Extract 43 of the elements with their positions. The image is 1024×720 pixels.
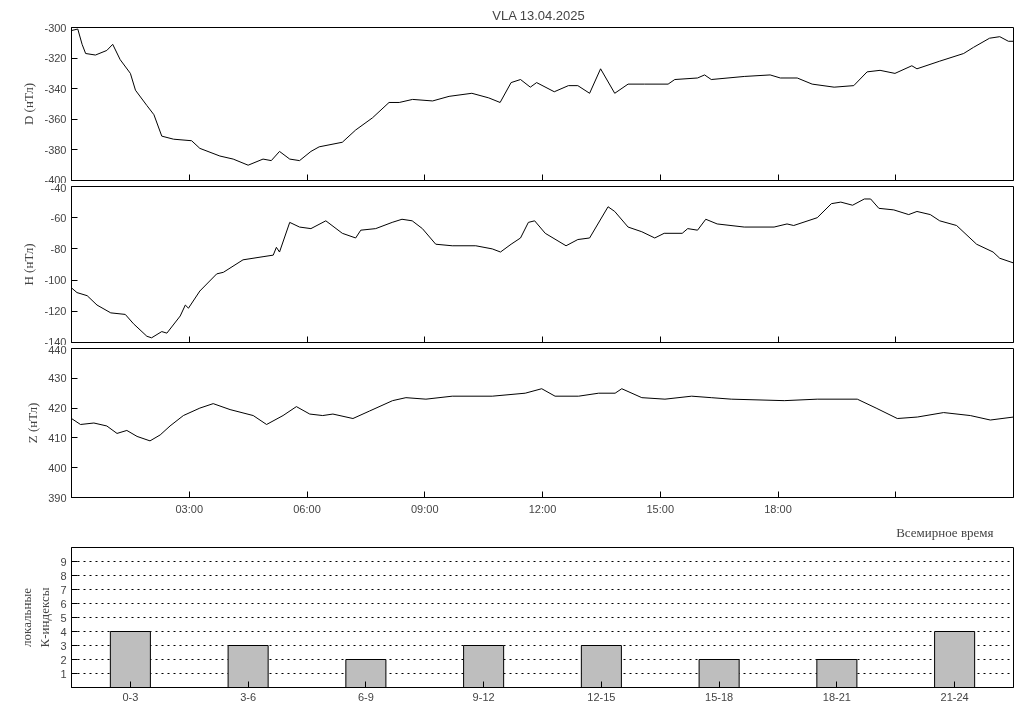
y-tick-label: -340 bbox=[44, 82, 67, 95]
y-tick-label: -300 bbox=[44, 21, 67, 34]
y-tick-label: 9 bbox=[60, 555, 67, 568]
x-tick-label: 12-15 bbox=[587, 690, 616, 703]
y-tick-label: 7 bbox=[60, 583, 67, 596]
y-tick-label: 430 bbox=[48, 372, 67, 385]
y-axis-title: Z (нТл) bbox=[25, 402, 41, 444]
y-tick-label: 1 bbox=[60, 667, 67, 680]
y-axis-title: D (нТл) bbox=[21, 82, 37, 126]
y-tick-label: -120 bbox=[44, 305, 67, 318]
y-tick-label: -320 bbox=[44, 52, 67, 65]
y-tick-label: -80 bbox=[50, 242, 67, 255]
y-tick-label: 400 bbox=[48, 461, 67, 474]
x-tick-label: 15:00 bbox=[646, 502, 675, 515]
x-tick-label: 03:00 bbox=[175, 502, 204, 515]
y-tick-label: 4 bbox=[60, 625, 67, 638]
x-tick-label: 9-12 bbox=[472, 690, 495, 703]
x-tick-label: 06:00 bbox=[293, 502, 321, 515]
y-tick-label: 5 bbox=[60, 611, 67, 624]
x-tick-label: 18:00 bbox=[764, 502, 792, 515]
x-tick-label: 09:00 bbox=[410, 502, 439, 515]
x-tick-label: 6-9 bbox=[357, 690, 374, 703]
y-tick-label: 420 bbox=[48, 402, 67, 415]
y-tick-label: 410 bbox=[48, 431, 67, 444]
x-tick-label: 12:00 bbox=[528, 502, 557, 515]
y-tick-label: 3 bbox=[60, 639, 67, 652]
x-tick-label: 21-24 bbox=[940, 690, 969, 703]
x-axis-title: Всемирное время bbox=[896, 524, 994, 540]
x-tick-label: 3-6 bbox=[240, 690, 257, 703]
x-tick-label: 18-21 bbox=[822, 690, 851, 703]
y-tick-label: 6 bbox=[60, 597, 67, 610]
chart-title: VLA 13.04.2025 bbox=[492, 7, 585, 23]
y-tick-label: 2 bbox=[60, 653, 67, 666]
x-tick-label: 0-3 bbox=[122, 690, 139, 703]
y-tick-label: -60 bbox=[50, 211, 67, 224]
y-tick-label: -380 bbox=[44, 143, 67, 156]
y-tick-label: 390 bbox=[48, 491, 67, 504]
y-axis-title: H (нТл) bbox=[21, 243, 37, 286]
y-tick-label: 8 bbox=[60, 569, 67, 582]
y-axis-title: локальные К-индексы bbox=[19, 587, 53, 648]
y-tick-label: -100 bbox=[44, 274, 67, 287]
x-tick-label: 15-18 bbox=[705, 690, 734, 703]
y-tick-label: -360 bbox=[44, 113, 67, 126]
